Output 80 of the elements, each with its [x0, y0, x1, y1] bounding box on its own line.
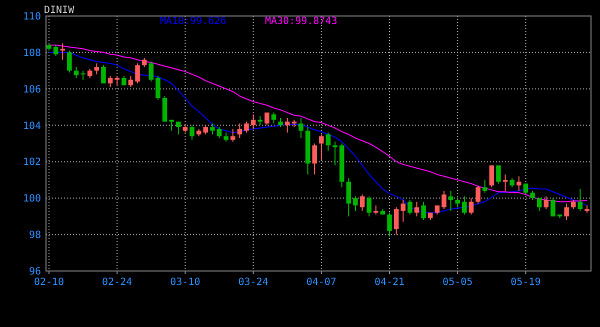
- candlestick: [156, 76, 160, 100]
- candlestick: [319, 134, 324, 160]
- chart-title: DINIW: [44, 5, 76, 16]
- candlestick: [108, 76, 113, 88]
- candlestick: [101, 64, 106, 84]
- candlestick: [564, 203, 569, 220]
- y-tick-label: 110: [22, 12, 41, 22]
- candlestick: [489, 164, 494, 188]
- x-tick-label: 03-24: [238, 277, 268, 288]
- x-tick-label: 04-07: [306, 277, 336, 288]
- candlestick: [530, 190, 535, 200]
- candlestick: [421, 201, 426, 220]
- candlestick: [284, 118, 290, 134]
- candlestick: [142, 57, 147, 68]
- candlestick: [216, 126, 222, 139]
- candlestick: [394, 206, 399, 236]
- candlestick: [53, 44, 58, 57]
- candlestick: [462, 196, 467, 216]
- candlestick: [210, 122, 215, 135]
- candlestick: [250, 114, 256, 130]
- x-tick-label: 05-19: [510, 277, 541, 288]
- candlestick: [148, 61, 154, 82]
- candlestick: [312, 143, 317, 175]
- candlestick: [578, 188, 583, 212]
- candlestick: [80, 70, 86, 80]
- y-tick-label: 98: [28, 230, 41, 242]
- candlestick: [455, 198, 460, 208]
- candlestick: [67, 50, 72, 73]
- candlestick: [476, 184, 480, 204]
- candlestick: [544, 196, 549, 210]
- text: MA30:99.8743: [265, 16, 338, 27]
- candlestick: [496, 164, 501, 184]
- y-tick-label: 104: [22, 120, 41, 132]
- candlestick: [387, 212, 392, 237]
- candlestick: [366, 196, 372, 217]
- candlestick: [74, 66, 79, 78]
- candlestick: [448, 190, 454, 212]
- candlestick: [176, 121, 181, 135]
- candlestick: [244, 121, 249, 134]
- x-tick-label: 03-10: [170, 277, 200, 288]
- x-tick-label: 02-24: [102, 277, 132, 288]
- y-tick-label: 96: [28, 266, 41, 278]
- y-tick-label: 100: [22, 194, 41, 205]
- candlestick: [550, 198, 556, 217]
- candlestick: [224, 132, 228, 142]
- candlestick: [523, 183, 528, 195]
- candlestick: [135, 62, 140, 84]
- y-tick-label: 106: [22, 84, 41, 96]
- y-tick-label: 108: [22, 48, 41, 59]
- candlestick: [510, 178, 514, 188]
- candlestick: [570, 199, 576, 210]
- x-tick-label: 02-10: [34, 277, 64, 288]
- candlestick: [271, 112, 276, 124]
- candlestick: [87, 68, 92, 78]
- candlestick: [237, 122, 242, 139]
- candlestick: [94, 62, 100, 75]
- text: MA10:99.626: [160, 16, 226, 27]
- candlestick: [326, 132, 331, 152]
- candlestick: [353, 196, 358, 212]
- candlestick: [114, 76, 120, 86]
- candlestick: [400, 199, 406, 222]
- candlestick: [162, 96, 168, 122]
- candlestick: [442, 190, 446, 210]
- x-tick-label: 05-05: [442, 277, 473, 288]
- candlestick: [536, 198, 542, 212]
- candlestick: [298, 118, 304, 139]
- candlestick: [230, 128, 236, 142]
- candlestick: [190, 124, 194, 140]
- candlestick: [360, 194, 365, 212]
- candlestick: [203, 124, 208, 135]
- x-tick-label: 04-21: [374, 277, 405, 288]
- candlestick: [468, 198, 474, 216]
- candlestick: [346, 178, 352, 217]
- candlestick: [502, 174, 508, 192]
- y-tick-label: 102: [22, 157, 41, 168]
- candlestick: [482, 179, 488, 194]
- candlestick: [264, 112, 270, 126]
- candlestick: [278, 118, 283, 128]
- candlestick: [516, 176, 522, 192]
- candlestick: [408, 199, 412, 216]
